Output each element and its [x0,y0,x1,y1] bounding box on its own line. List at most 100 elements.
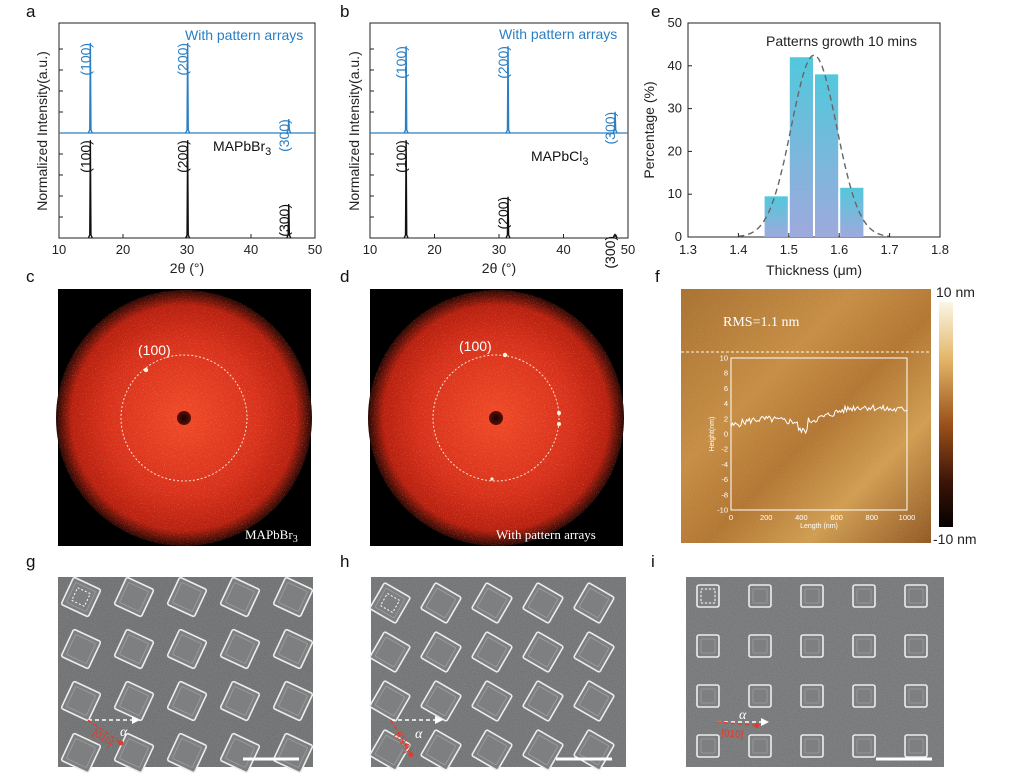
pattern-inner-1-3 [856,638,872,654]
pattern-square-3-3 [852,734,876,758]
pattern-inner-1-3 [225,634,255,664]
peak-bottom-1 [185,140,191,239]
inset-y-tick-4: 4 [724,399,728,408]
direction-arrow-head [408,752,414,758]
x-tick-label-1.3: 1.3 [679,242,697,257]
pattern-square-0-3 [219,576,261,618]
inset-y-tick-6: 6 [724,384,728,393]
pattern-inner-1-3 [527,636,559,668]
inset-y-tick--10: -10 [717,506,728,515]
pattern-inner-2-4 [278,686,308,716]
x-tick-label-30: 30 [180,242,194,257]
inset-y-tick--2: -2 [721,445,728,454]
pattern-square-2-3 [852,684,876,708]
direction-arrow-head [754,722,760,728]
pattern-inner-0-4 [578,587,610,619]
pattern-inner-3-0 [700,738,716,754]
reference-arrow-head [132,716,140,724]
pattern-inner-2-1 [425,685,457,717]
pattern-square-1-2 [800,634,824,658]
afm-inset-ticks: -10 -8 -6 -4 -2 0 2 4 6 8 10 0 200 400 600 800 1000 [717,354,915,523]
peak-top-0 [87,42,93,134]
pattern-inner-3-4 [278,738,308,768]
x-axis-title-e: Thickness (μm) [766,262,862,278]
sem-image-g: α[010] [58,576,314,774]
peak-label-bottom-0: (100) [393,140,409,173]
panel-label-g: g [26,552,35,571]
pattern-inner-2-3 [856,688,872,704]
pattern-square-2-0 [696,684,720,708]
pattern-square-0-0 [60,576,102,618]
pattern-square-2-4 [904,684,928,708]
xrd-chart-b: 10 20 30 40 50 (100) (200) (300) (100) (200) (300… [346,22,635,276]
pattern-inner-0-4 [278,582,308,612]
inset-y-tick-8: 8 [724,369,728,378]
pattern-square-1-3 [852,634,876,658]
pattern-square-0-0 [696,584,720,608]
bar-0 [764,196,788,237]
pattern-square-0-2 [800,584,824,608]
highlight-box [71,587,91,607]
x-tick-label-30: 30 [492,242,506,257]
y-tick-label-0: 0 [675,229,682,244]
pattern-inner-2-4 [908,688,924,704]
pattern-square-2-4 [573,680,615,722]
pattern-square-3-4 [272,732,314,774]
ring-label-d: (100) [459,338,492,354]
pattern-square-3-0 [60,732,102,774]
caption-c: MAPbBr3 [245,527,298,545]
x-tick-label-20: 20 [116,242,130,257]
pattern-square-2-0 [369,680,411,722]
pattern-square-1-4 [272,628,314,670]
pattern-inner-0-0 [374,587,406,619]
pattern-inner-1-0 [66,634,96,664]
x-ticks-b: 10 20 30 40 50 [363,48,635,257]
pattern-square-3-3 [522,729,564,771]
pattern-square-0-4 [573,582,615,624]
inset-y-tick-0: 0 [724,430,728,439]
pattern-inner-3-3 [856,738,872,754]
fft-ring-c [120,354,248,482]
afm-texture [681,289,931,543]
pattern-inner-1-0 [374,636,406,668]
reference-arrow-head [435,716,443,724]
rms-label: RMS=1.1 nm [723,315,799,330]
pattern-inner-2-3 [527,685,559,717]
legend-top-b: With pattern arrays [499,26,617,42]
inset-x-tick-1000: 1000 [899,513,916,522]
sem-image-i: α [010] [686,577,944,767]
x-tick-label-50: 50 [308,242,322,257]
x-axis-title-b: 2θ (°) [482,260,516,276]
peak-top-1 [185,42,191,134]
x-tick-label-10: 10 [363,242,377,257]
direction-arrow-head [118,740,124,746]
peak-label-bottom-0: (100) [77,140,93,173]
pattern-inner-1-1 [752,638,768,654]
pattern-square-0-4 [272,576,314,618]
fft-center-d [489,411,503,425]
pattern-inner-1-4 [278,634,308,664]
alpha-label: α [415,727,423,742]
fft-spot-c [143,367,149,373]
peak-bottom-1 [505,196,511,239]
gaussian-fit-line [738,54,890,237]
chart-title-e: Patterns growth 10 mins [766,33,917,49]
pattern-square-2-4 [272,680,314,722]
y-axis-title-a: Normalized Intensity(a.u.) [34,51,50,211]
peak-bottom-2 [286,203,292,239]
pattern-inner-3-2 [804,738,820,754]
inset-x-tick-400: 400 [795,513,808,522]
pattern-square-0-4 [904,584,928,608]
bars-e [764,57,864,237]
fft-center-c [177,411,191,425]
pattern-inner-2-0 [374,685,406,717]
panel-label-a: a [26,2,36,21]
highlight-box [379,592,401,614]
peak-labels-a: (100) (200) (300) (100) (200) (300) [77,43,291,237]
axes-frame-e [687,22,941,238]
pattern-inner-3-0 [66,738,96,768]
pattern-square-0-2 [471,582,513,624]
x-tick-label-10: 10 [52,242,66,257]
colorbar-top-label: 10 nm [936,284,975,300]
